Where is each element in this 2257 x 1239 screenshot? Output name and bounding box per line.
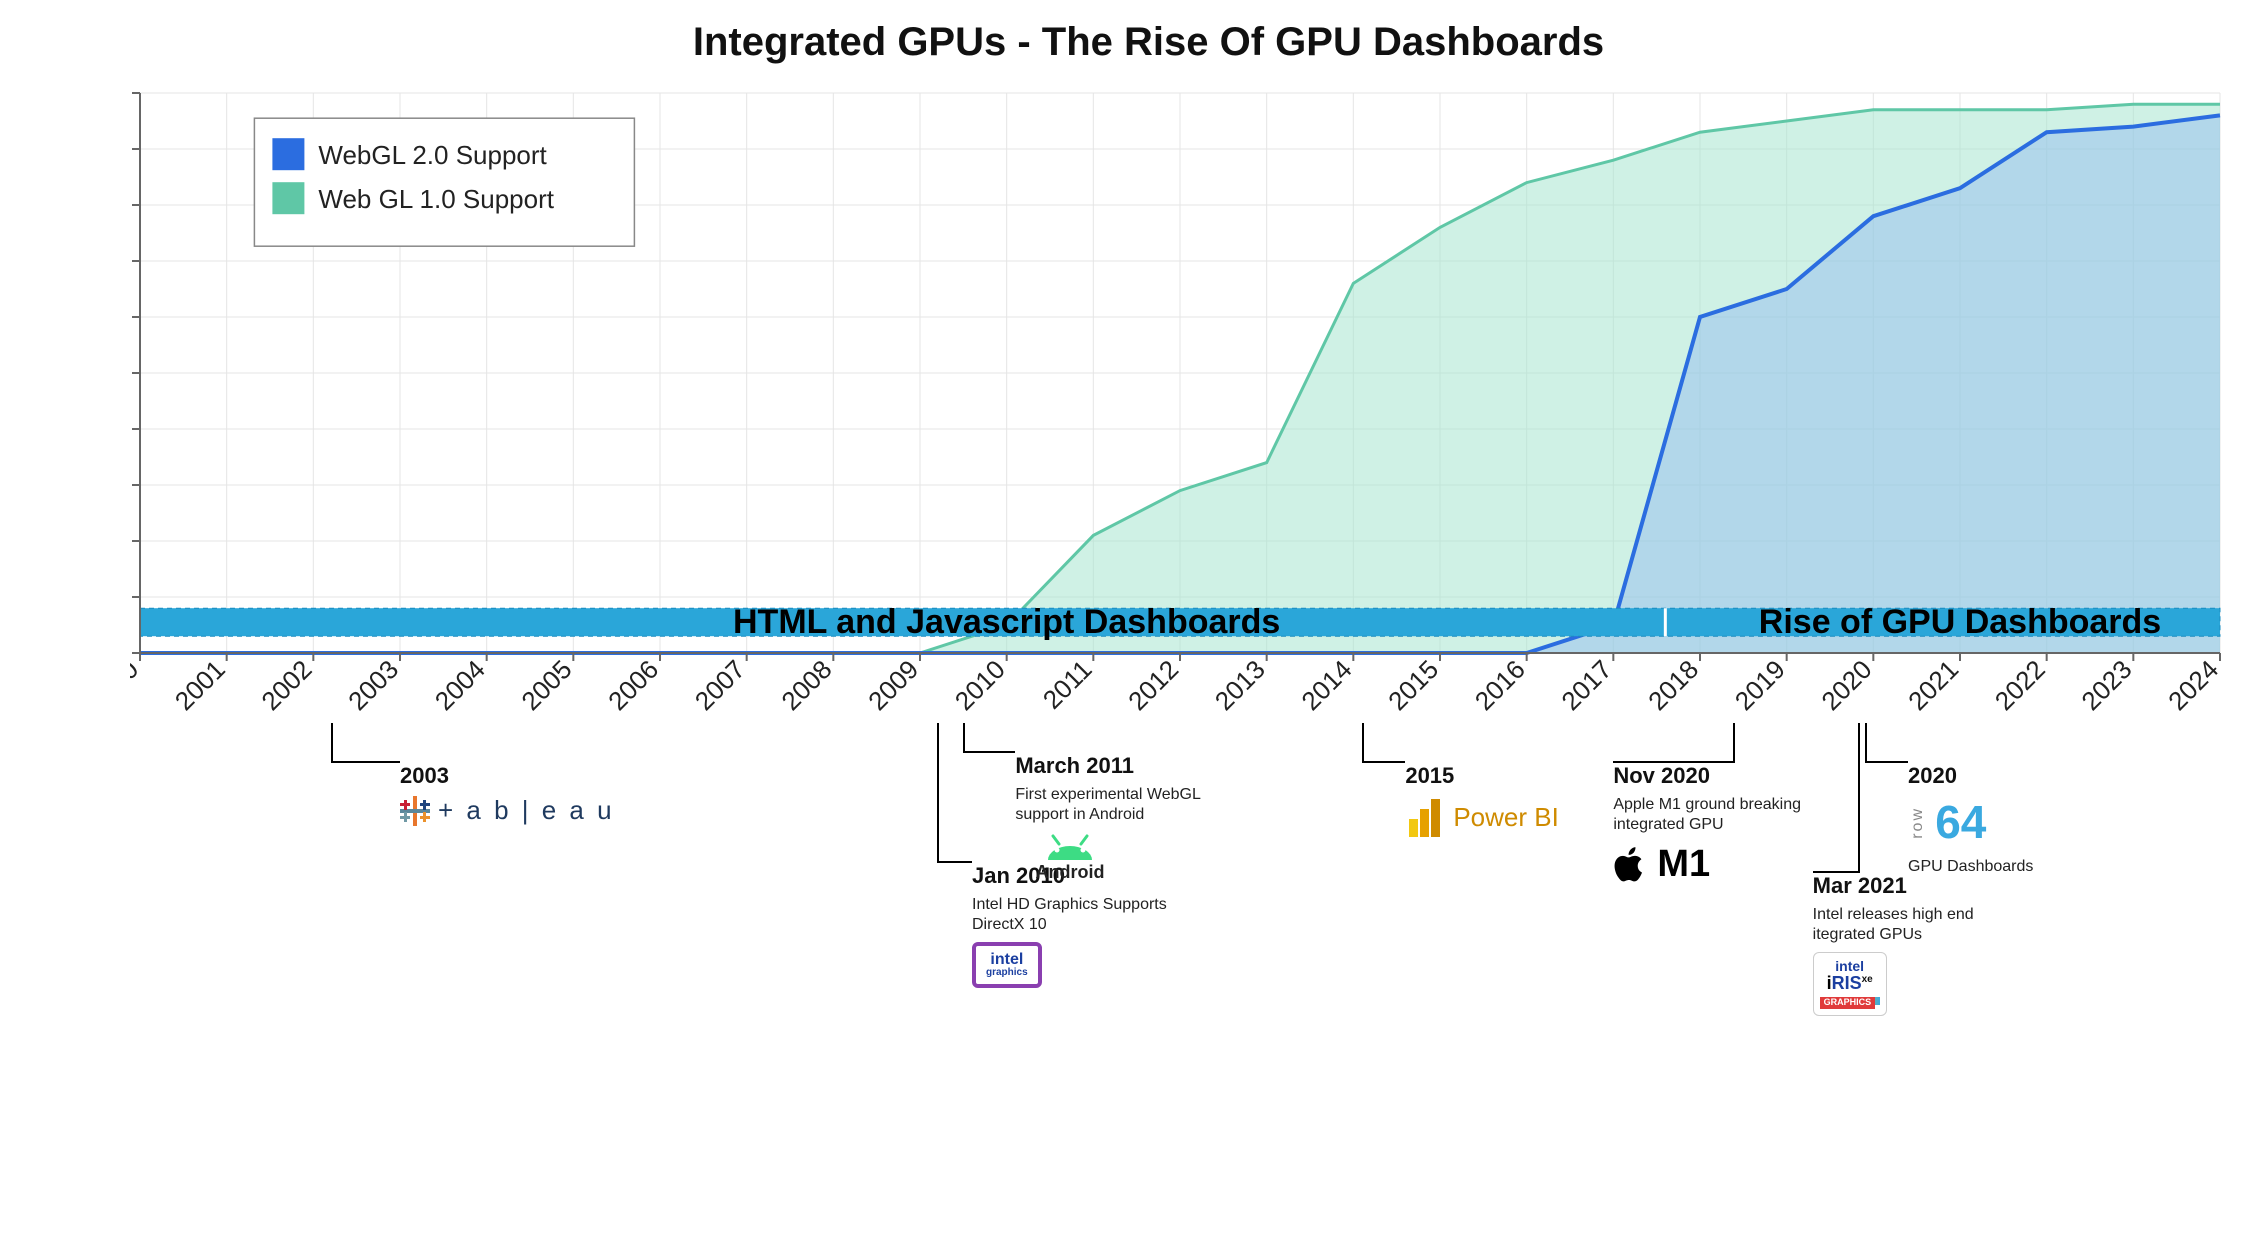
annotation-year: 2003: [400, 763, 615, 789]
intel-iris-badge: intel iRISxe GRAPHICS: [1813, 952, 1887, 1016]
annotation-subtitle: Intel releases high end itegrated GPUs: [1813, 905, 2033, 943]
annotation-applem1: Nov 2020 Apple M1 ground breaking integra…: [1613, 763, 1833, 890]
annotation-logo: + a b | e a u: [400, 795, 615, 831]
annotation-subtitle: Apple M1 ground breaking integrated GPU: [1613, 795, 1833, 833]
annotation-powerbi: 2015 Power BI: [1405, 763, 1559, 845]
chart-stage: HTML and Javascript Dashboards Rise of GP…: [130, 83, 2237, 723]
annotation-year: March 2011: [1015, 753, 1235, 779]
legend-label: Web GL 1.0 Support: [318, 184, 554, 214]
legend-swatch: [272, 182, 304, 214]
annotation-row64: 2020 row 64 GPU Dashboards: [1908, 763, 2033, 884]
chart-container: Integrated GPUs - The Rise Of GPU Dashbo…: [20, 20, 2257, 1103]
tableau-wordmark: + a b | e a u: [438, 795, 615, 826]
annotation-iris2021: Mar 2021 Intel releases high end itegrate…: [1813, 873, 2033, 1016]
annotation-leader: [1865, 723, 1908, 763]
legend-label: WebGL 2.0 Support: [318, 140, 547, 170]
tableau-icon: [400, 796, 430, 826]
annotation-logo: row 64: [1908, 795, 2033, 850]
annotation-subtitle: First experimental WebGL support in Andr…: [1015, 785, 1235, 823]
powerbi-logo: Power BI: [1405, 795, 1559, 839]
annotation-logo: M1: [1613, 842, 1833, 890]
svg-text:Android: Android: [1036, 862, 1105, 882]
annotation-logo: intel iRISxe GRAPHICS: [1813, 952, 2033, 1016]
annotation-leader: [1613, 723, 1734, 763]
era-label-0: HTML and Javascript Dashboards: [733, 603, 1280, 641]
annotation-subtitle: Intel HD Graphics Supports DirectX 10: [972, 895, 1192, 933]
annotation-year: Nov 2020: [1613, 763, 1833, 789]
annotation-year: Mar 2021: [1813, 873, 2033, 899]
annotation-tableau: 2003 + a b | e a u: [400, 763, 615, 832]
annotation-leader: [1362, 723, 1405, 763]
intel-graphics-badge: intelgraphics: [972, 942, 1042, 988]
legend-box: [254, 118, 634, 246]
area-chart: HTML and Javascript Dashboards Rise of GP…: [130, 83, 2230, 723]
android-logo: Android: [1015, 832, 1125, 882]
annotation-logo: Power BI: [1405, 795, 1559, 845]
annotation-year: 2020: [1908, 763, 2033, 789]
annotation-year: 2015: [1405, 763, 1559, 789]
annotation-android2011: March 2011 First experimental WebGL suppo…: [1015, 753, 1235, 887]
annotation-leader: [1813, 723, 1861, 873]
annotation-leader: [331, 723, 400, 763]
annotation-leader: [963, 723, 1015, 753]
legend-swatch: [272, 138, 304, 170]
row64-logo: row 64: [1908, 795, 1986, 850]
annotation-logo: intelgraphics: [972, 942, 1192, 988]
era-label-1: Rise of GPU Dashboards: [1759, 603, 2161, 641]
chart-title: Integrated GPUs - The Rise Of GPU Dashbo…: [20, 20, 2257, 65]
annotation-row: 2003 + a b | e a u Jan 2010Intel HD Grap…: [130, 723, 2230, 1103]
annotation-logo: Android: [1015, 832, 1235, 888]
apple-m1-logo: M1: [1613, 842, 1710, 888]
